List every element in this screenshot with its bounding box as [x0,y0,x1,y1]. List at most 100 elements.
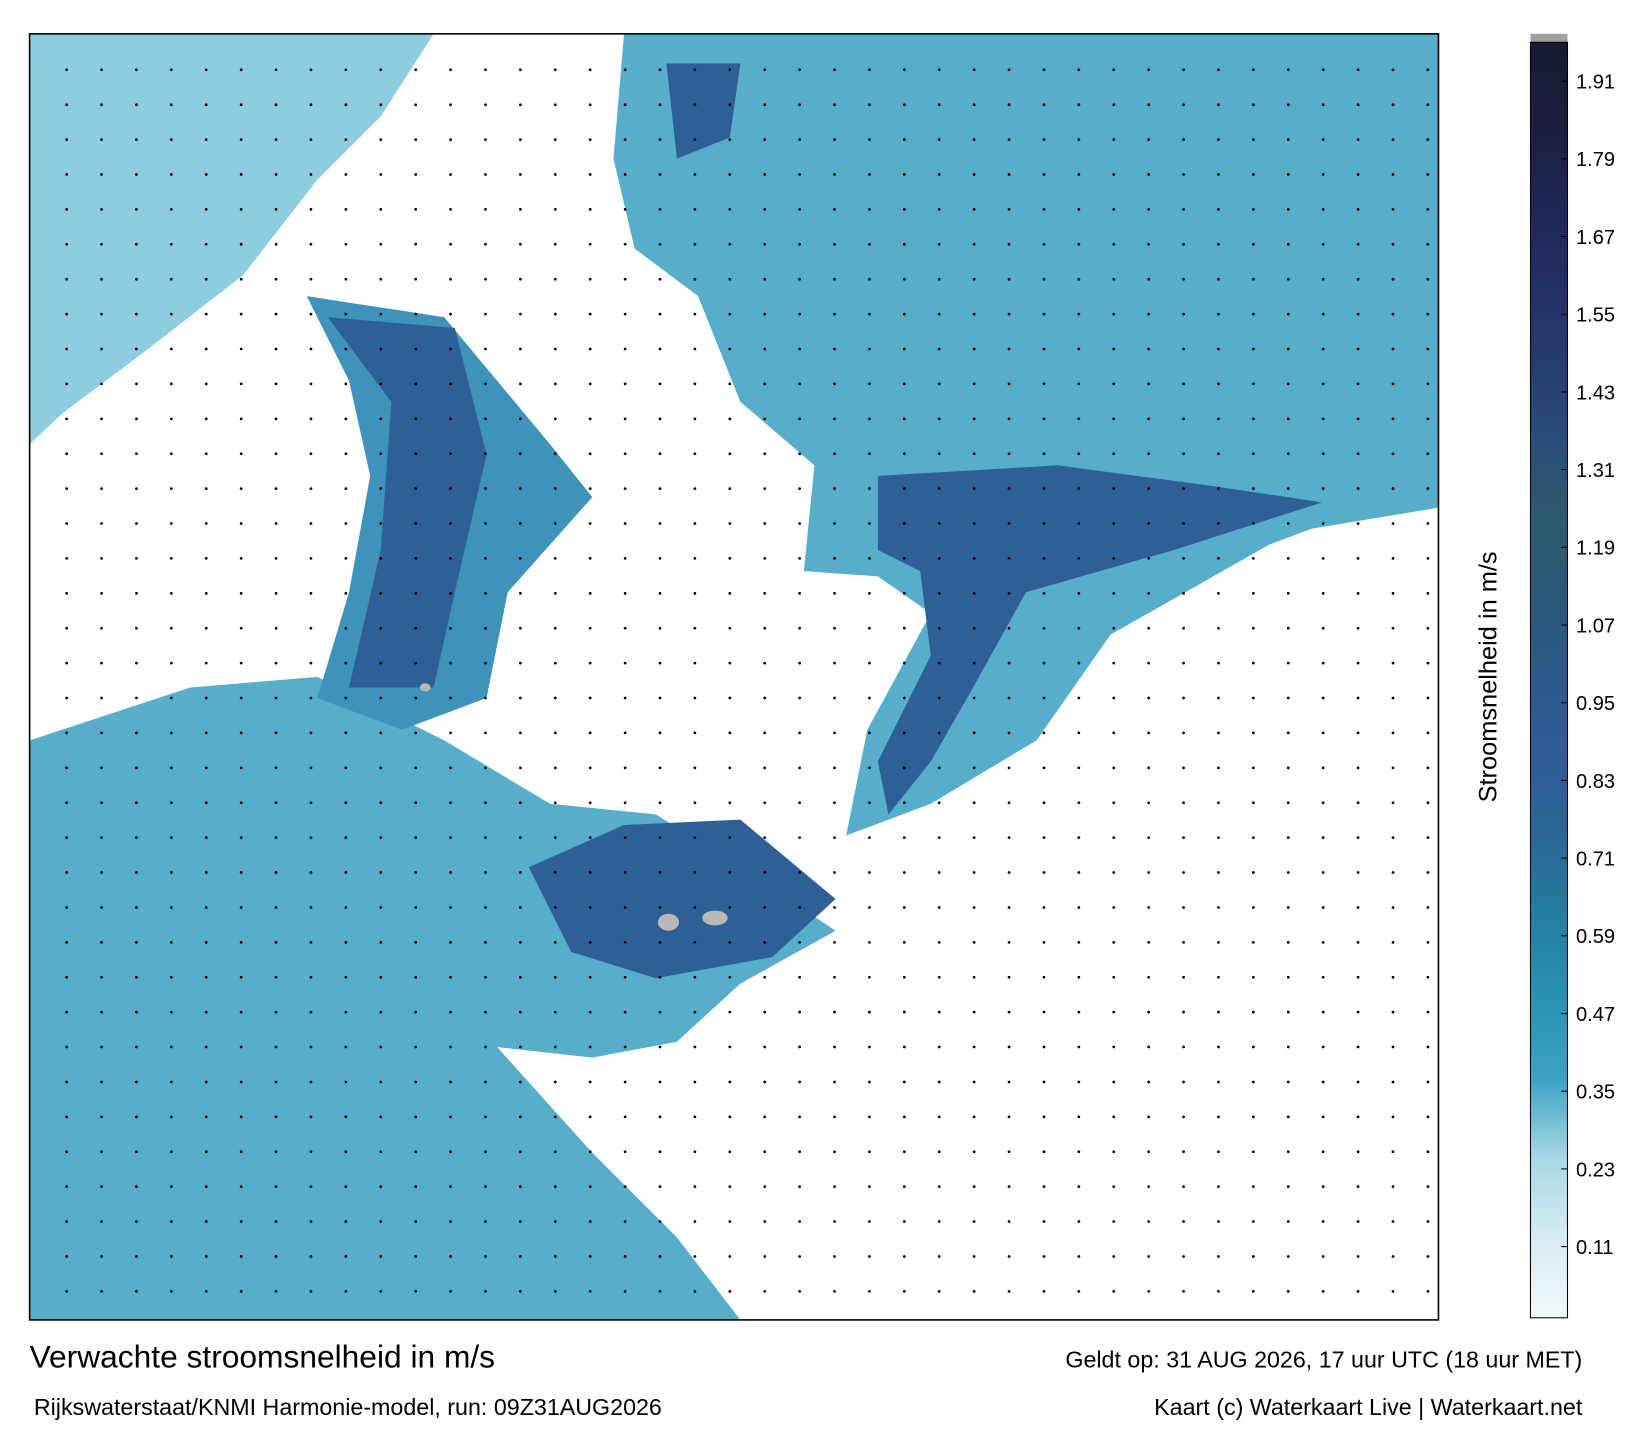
vector-dot [169,801,173,805]
vector-dot [100,1080,103,1084]
vector-dot [833,1010,836,1014]
vector-dot [972,1010,976,1014]
vector-dot [344,68,348,72]
vector-dot [763,1220,767,1223]
vector-dot [1112,1150,1116,1154]
vector-dot [693,766,697,770]
vector-dot [1147,696,1151,700]
vector-dot [763,242,767,246]
vector-dot [344,1115,348,1119]
vector-dot [1042,766,1046,770]
vector-dot [693,801,697,805]
vector-dot [763,382,767,386]
vector-dot [1251,242,1255,246]
vector-dot [763,661,767,665]
vector-dot [65,173,69,176]
vector-dot [309,661,313,665]
vector-dot [484,906,487,909]
vector-dot [135,871,138,874]
vector-dot [1147,871,1151,874]
vector-dot [239,487,243,490]
vector-dot [414,906,418,909]
vector-dot [658,68,662,72]
vector-dot [833,1185,836,1189]
vector-dot [1182,591,1185,595]
vector-dot [1147,417,1151,421]
vector-dot [519,487,522,490]
vector-dot [484,1150,487,1154]
vector-dot [623,173,627,176]
vector-dot [868,626,871,630]
vector-dot [728,1150,732,1154]
vector-dot [937,1115,941,1119]
vector-dot [239,277,243,281]
vector-dot [902,452,906,456]
vector-dot [1286,557,1290,560]
vector-dot [588,696,592,700]
vector-dot [414,1115,418,1119]
vector-dot [902,1185,906,1189]
vector-dot [798,836,801,840]
vector-dot [902,1045,906,1049]
vector-dot [623,1255,627,1258]
vector-dot [902,975,906,979]
vector-dot [239,417,243,421]
vector-dot [728,1115,732,1119]
vector-dot [937,1185,941,1189]
vector-dot [1042,452,1046,456]
vector-dot [868,452,871,456]
vector-dot [204,871,208,874]
vector-dot [449,1115,452,1119]
vector-dot [1147,1255,1151,1258]
vector-dot [1286,487,1290,490]
vector-dot [449,277,452,281]
vector-dot [100,208,103,211]
vector-dot [484,591,487,595]
vector-dot [344,1185,348,1189]
vector-dot [449,1045,452,1049]
vector-dot [623,975,627,979]
colorbar-tick-label: 1.07 [1576,615,1615,637]
vector-dot [1182,940,1185,944]
vector-dot [588,68,592,72]
vector-dot [693,1010,697,1014]
vector-dot [1042,696,1046,700]
vector-dot [1147,103,1151,107]
vector-dot [553,1080,557,1084]
vector-dot [309,1115,313,1119]
vector-dot [1356,801,1360,805]
vector-dot [763,906,767,909]
vector-dot [1426,1185,1430,1189]
vector-dot [135,242,138,246]
vector-dot [274,1150,278,1154]
vector-dot [449,975,452,979]
vector-dot [449,1185,452,1189]
vector-dot [1007,557,1011,560]
vector-dot [1251,1220,1255,1223]
vector-dot [1286,696,1290,700]
vector-dot [588,1220,592,1223]
vector-dot [868,591,871,595]
vector-dot [135,173,138,176]
vector-dot [519,766,522,770]
vector-dot [1321,1045,1325,1049]
vector-dot [658,696,662,700]
vector-dot [239,208,243,211]
vector-dot [763,522,767,525]
vector-dot [798,801,801,805]
vector-dot [379,103,383,107]
vector-dot [274,836,278,840]
vector-dot [379,1185,383,1189]
vector-dot [65,522,69,525]
vector-dot [728,1080,732,1084]
vector-dot [902,1220,906,1223]
vector-dot [379,906,383,909]
vector-dot [1251,417,1255,421]
vector-dot [1356,312,1360,316]
vector-dot [1042,906,1046,909]
vector-dot [274,68,278,72]
vector-dot [274,940,278,944]
vector-dot [728,522,732,525]
vector-dot [798,312,801,316]
vector-dot [379,1010,383,1014]
